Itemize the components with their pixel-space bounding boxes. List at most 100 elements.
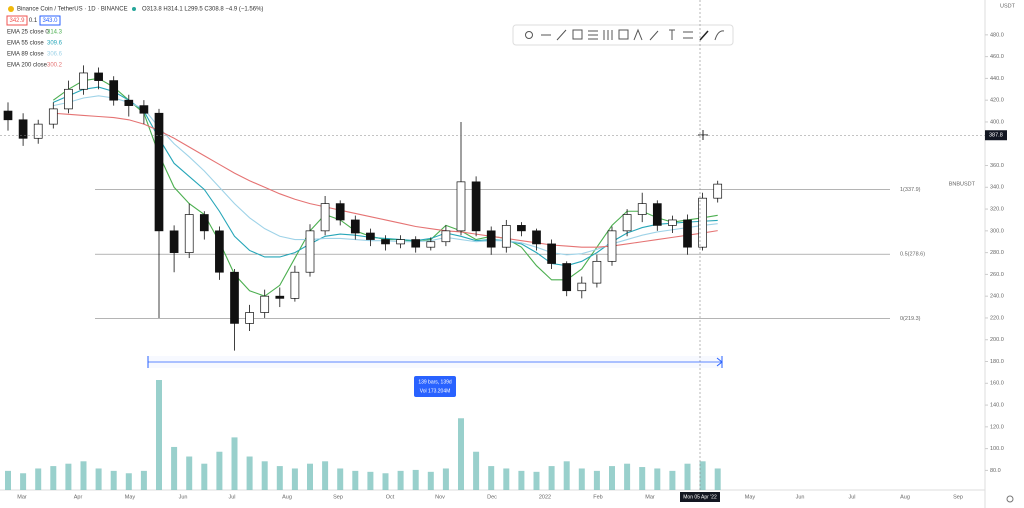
y-tick-label: 440.0: [990, 76, 1004, 82]
candle-body: [547, 243, 556, 264]
candle-body: [637, 203, 647, 215]
volume-bar: [35, 468, 42, 490]
x-tick-label: Aug: [900, 494, 910, 500]
candle-body: [320, 203, 330, 232]
legend-value: 309.6: [47, 41, 63, 47]
buy-price: 343.0: [42, 18, 58, 24]
candle-body: [668, 219, 677, 226]
x-tick-label: Jun: [796, 494, 805, 500]
volume-bar: [578, 468, 585, 490]
y-tick-label: 120.0: [990, 424, 1004, 430]
volume-bar: [140, 470, 147, 490]
y-tick-label: 160.0: [990, 381, 1004, 387]
crosshair-price-box: [985, 130, 1007, 141]
volume-bar: [654, 468, 661, 490]
tool-icon[interactable]: [683, 31, 693, 39]
market-status: [132, 7, 136, 11]
y-tick-label: 220.0: [990, 315, 1004, 321]
tool-icon[interactable]: [588, 30, 598, 40]
y-tick-label: 420.0: [990, 98, 1004, 104]
tool-icon[interactable]: [633, 28, 643, 41]
fib-label: 0(219.3): [900, 316, 921, 322]
measure-box: [414, 376, 456, 397]
candle-body: [532, 230, 541, 245]
tool-icon[interactable]: [556, 29, 567, 41]
tool-icon[interactable]: [618, 29, 629, 40]
x-tick-label: Aug: [282, 494, 292, 500]
volume-bar: [382, 473, 389, 490]
candle-body: [245, 312, 254, 324]
volume-bar: [639, 467, 646, 490]
settings-icon[interactable]: [1006, 495, 1014, 503]
candle-body: [33, 123, 43, 139]
x-tick-label: Sep: [333, 494, 343, 500]
candle-body: [169, 230, 179, 253]
legend-name: EMA 25 close 0: [7, 30, 49, 36]
y-tick-label: 480.0: [990, 32, 1004, 38]
candle-body: [456, 181, 466, 232]
candle-body: [652, 203, 662, 226]
tool-icon[interactable]: [525, 31, 533, 39]
symbol-icon: [8, 6, 14, 12]
tool-icon[interactable]: [714, 30, 725, 41]
y-tick-label: 360.0: [990, 163, 1004, 169]
x-tick-label: Feb: [593, 494, 602, 500]
volume-bar: [533, 471, 540, 490]
currency-label[interactable]: USDT: [1000, 3, 1016, 9]
x-tick-label: 2022: [539, 494, 551, 500]
volume-bar: [458, 418, 464, 490]
legend-name: EMA 89 close: [7, 52, 44, 58]
volume-bar: [367, 471, 374, 490]
volume-bar: [50, 466, 57, 490]
drawing-toolbar: [512, 24, 734, 46]
sell-box[interactable]: [6, 15, 28, 26]
candle-body: [230, 271, 239, 324]
candle-body: [290, 271, 300, 299]
tool-icon[interactable]: [669, 29, 675, 40]
volume-bar: [80, 461, 87, 490]
volume-bar: [156, 380, 162, 490]
candle-body: [48, 108, 58, 125]
candle-body: [396, 239, 405, 245]
candle-body: [471, 181, 481, 232]
ema-line: [53, 112, 718, 248]
candle-body: [64, 88, 73, 110]
candle-body: [441, 230, 451, 243]
y-tick-label: 100.0: [990, 446, 1004, 452]
symbol-title: Binance Coin / TetherUS · 1D · BINANCE: [17, 7, 128, 13]
volume-bar: [503, 468, 510, 490]
volume-bar: [65, 463, 72, 490]
tool-icon[interactable]: [572, 29, 583, 40]
y-tick-label: 280.0: [990, 250, 1004, 256]
candle-body: [109, 80, 119, 101]
cursor: [698, 130, 708, 140]
legend-value: 300.2: [47, 63, 63, 69]
candle-body: [275, 295, 285, 299]
y-tick-label: 80.0: [990, 468, 1001, 474]
measure-text: 139 bars, 139d: [418, 379, 452, 385]
volume-bar: [548, 466, 555, 490]
volume-bar: [624, 463, 631, 490]
volume-bar: [307, 463, 313, 490]
volume-bar: [699, 461, 706, 490]
buy-box[interactable]: [39, 15, 61, 26]
tool-icon[interactable]: [603, 30, 613, 40]
volume-bar: [473, 451, 480, 490]
candle-body: [18, 119, 28, 139]
candle-body: [335, 203, 345, 221]
volume-bar: [125, 473, 132, 490]
x-tick-label: Oct: [386, 494, 395, 500]
volume-bar: [609, 466, 615, 490]
y-tick-label: 240.0: [990, 294, 1004, 300]
x-tick-label: Jul: [848, 494, 855, 500]
volume-bar: [186, 456, 193, 490]
crosshair-date: Mon 05 Apr '22: [683, 494, 717, 500]
y-tick-label: 320.0: [990, 207, 1004, 213]
tool-icon[interactable]: [699, 30, 709, 41]
candle-body: [154, 112, 164, 232]
volume-bar: [261, 461, 268, 490]
volume-bar: [291, 468, 298, 490]
volume-bar: [352, 470, 359, 490]
tool-icon[interactable]: [649, 30, 659, 41]
